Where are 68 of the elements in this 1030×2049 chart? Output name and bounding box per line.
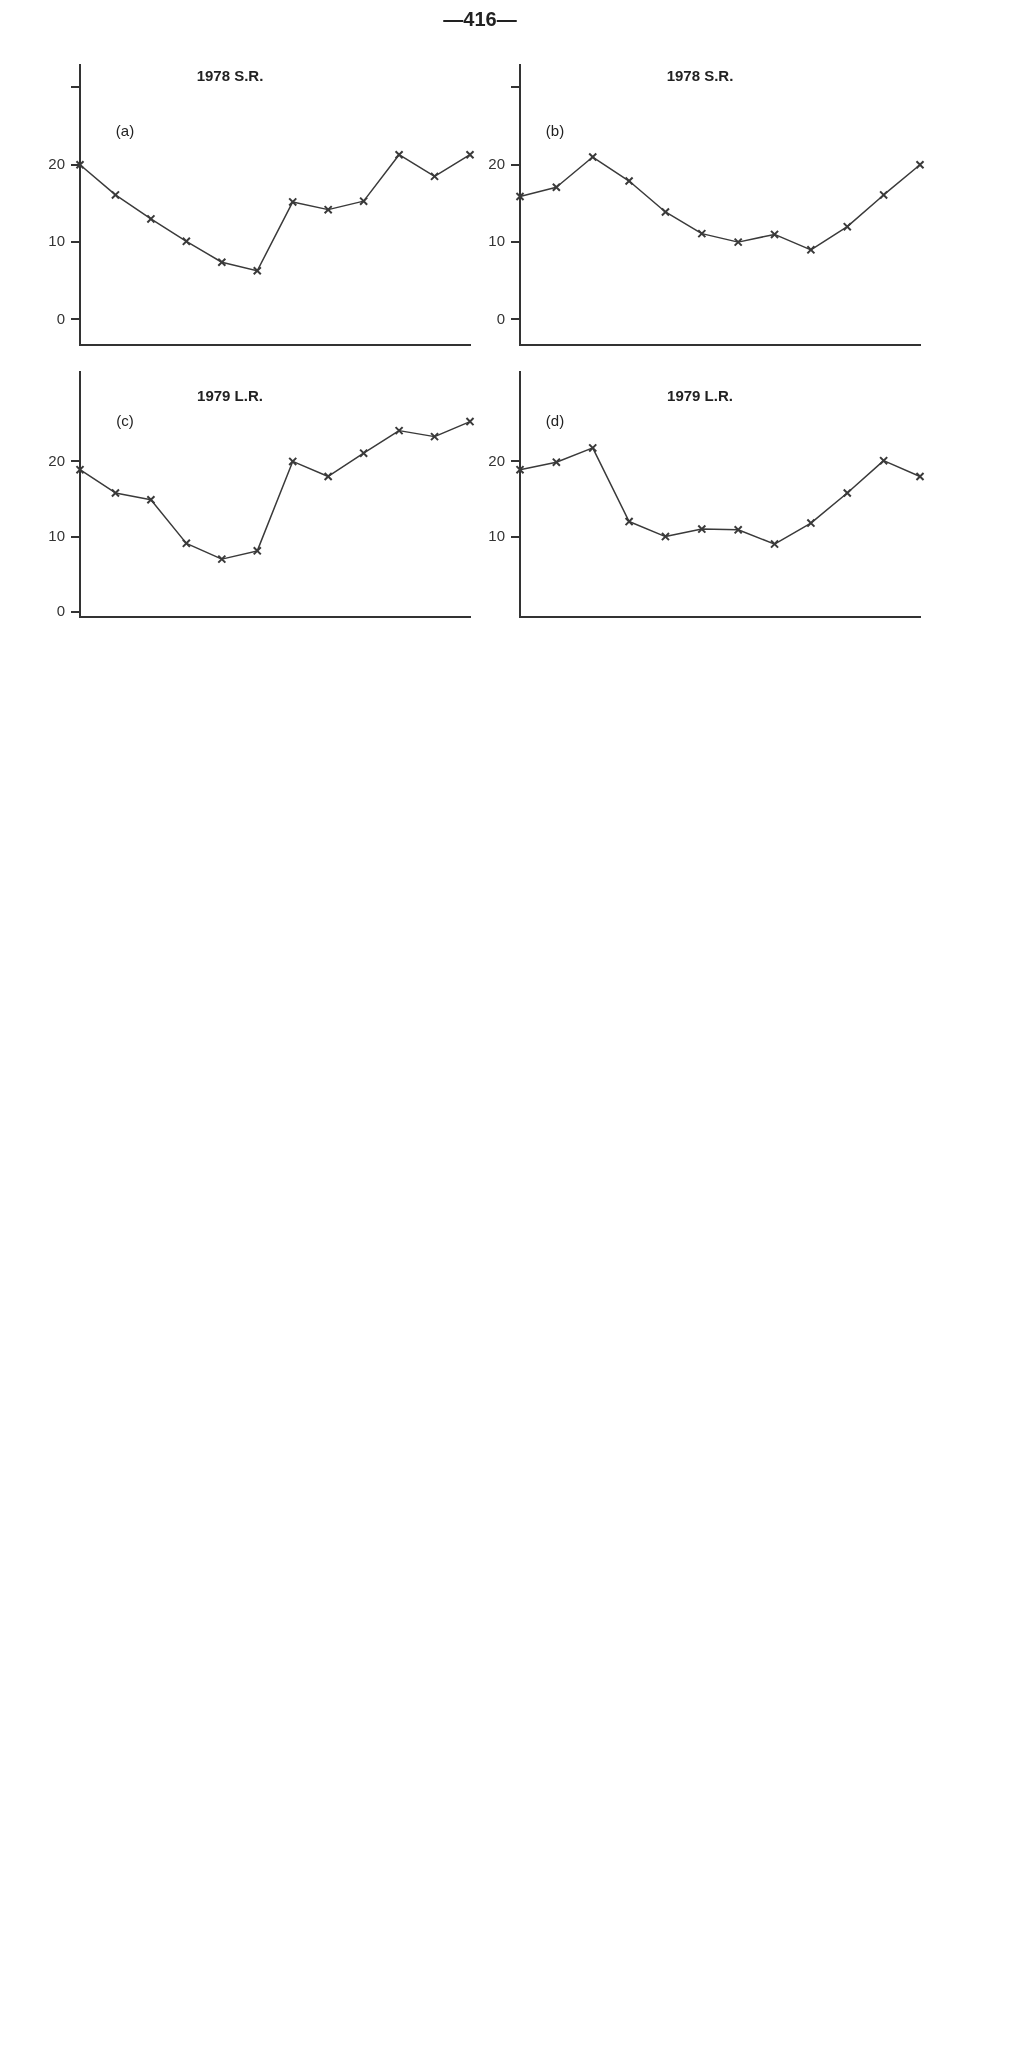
y-tick-label: 20 bbox=[488, 154, 505, 172]
point bbox=[733, 525, 743, 535]
point bbox=[660, 207, 670, 217]
point bbox=[359, 448, 369, 458]
point bbox=[217, 257, 227, 267]
point bbox=[430, 432, 440, 442]
point bbox=[806, 245, 816, 255]
point bbox=[323, 471, 333, 481]
chart-title: 1978 S.R. bbox=[196, 66, 264, 84]
point bbox=[394, 150, 404, 160]
point bbox=[624, 176, 634, 186]
point bbox=[879, 190, 889, 200]
point bbox=[465, 150, 475, 160]
text: (c) bbox=[116, 411, 134, 429]
point bbox=[842, 222, 852, 232]
point bbox=[770, 229, 780, 239]
y-tick-label: 10 bbox=[488, 526, 505, 544]
y-tick-label: 20 bbox=[488, 451, 505, 469]
point bbox=[217, 554, 227, 564]
point bbox=[915, 160, 925, 170]
point bbox=[465, 417, 475, 427]
text: (d) bbox=[545, 411, 565, 429]
point bbox=[770, 539, 780, 549]
y-tick-label: 0 bbox=[56, 309, 65, 327]
point bbox=[915, 471, 925, 481]
point bbox=[806, 518, 816, 528]
point bbox=[697, 229, 707, 239]
point bbox=[181, 538, 191, 548]
point bbox=[110, 488, 120, 498]
point bbox=[110, 190, 120, 200]
y-tick-label: 0 bbox=[56, 601, 65, 619]
point bbox=[288, 456, 298, 466]
point bbox=[288, 197, 298, 207]
point bbox=[588, 152, 598, 162]
point bbox=[359, 196, 369, 206]
point bbox=[146, 214, 156, 224]
point bbox=[146, 495, 156, 505]
point bbox=[75, 160, 85, 170]
point bbox=[551, 457, 561, 467]
point bbox=[660, 532, 670, 542]
point bbox=[842, 488, 852, 498]
text: —416— bbox=[442, 8, 518, 31]
point bbox=[879, 456, 889, 466]
point bbox=[323, 205, 333, 215]
point bbox=[588, 443, 598, 453]
text: 1979 L.R. bbox=[667, 386, 733, 404]
y-tick-label: 20 bbox=[48, 154, 65, 172]
y-tick-label: 10 bbox=[488, 232, 505, 250]
y-tick-label: 0 bbox=[496, 309, 505, 327]
point bbox=[551, 182, 561, 192]
point bbox=[252, 546, 262, 556]
chart-title: 1978 S.R. bbox=[666, 66, 734, 84]
point bbox=[252, 266, 262, 276]
point bbox=[181, 236, 191, 246]
point bbox=[697, 524, 707, 534]
point bbox=[394, 426, 404, 436]
text: (a) bbox=[115, 121, 135, 139]
point bbox=[515, 191, 525, 202]
point bbox=[75, 465, 85, 475]
point bbox=[430, 171, 440, 181]
point bbox=[515, 465, 525, 475]
point bbox=[624, 517, 634, 527]
text: (b) bbox=[545, 121, 565, 139]
text: 1979 L.R. bbox=[197, 386, 263, 404]
point bbox=[733, 237, 743, 247]
y-tick-label: 20 bbox=[48, 451, 65, 469]
y-tick-label: 10 bbox=[48, 526, 65, 544]
y-tick-label: 10 bbox=[48, 232, 65, 250]
